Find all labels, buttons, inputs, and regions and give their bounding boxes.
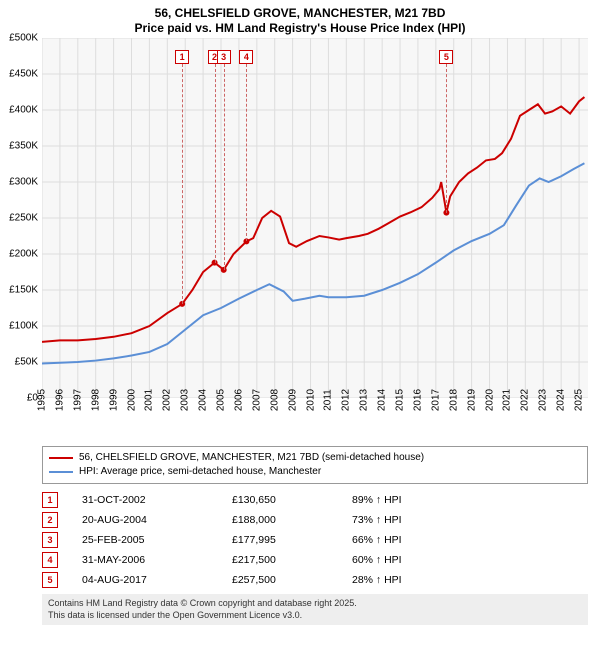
x-tick-label: 2015 [395, 389, 406, 411]
x-tick-label: 2001 [144, 389, 155, 411]
event-line [246, 64, 247, 241]
event-marker: 3 [217, 50, 231, 64]
x-tick-label: 1999 [108, 389, 119, 411]
sale-row: 1 31-OCT-2002£130,65089% ↑ HPI [42, 490, 588, 510]
sale-date: 25-FEB-2005 [82, 534, 232, 546]
x-tick-label: 2022 [520, 389, 531, 411]
y-tick-label: £400K [9, 105, 38, 116]
title-line-1: 56, CHELSFIELD GROVE, MANCHESTER, M21 7B… [8, 6, 592, 21]
sale-hpi: 66% ↑ HPI [352, 534, 588, 546]
x-tick-label: 1996 [54, 389, 65, 411]
y-tick-label: £450K [9, 69, 38, 80]
event-marker: 1 [175, 50, 189, 64]
x-tick-label: 2005 [216, 389, 227, 411]
footer-attribution: Contains HM Land Registry data © Crown c… [42, 594, 588, 625]
sale-marker: 1 [42, 492, 58, 508]
x-tick-label: 2024 [556, 389, 567, 411]
y-tick-label: £50K [15, 357, 38, 368]
chart-title-block: 56, CHELSFIELD GROVE, MANCHESTER, M21 7B… [0, 0, 600, 38]
event-line [224, 64, 225, 270]
x-tick-label: 1998 [90, 389, 101, 411]
sale-date: 31-OCT-2002 [82, 494, 232, 506]
legend-swatch [49, 471, 73, 473]
x-tick-label: 2021 [502, 389, 513, 411]
x-tick-label: 2006 [233, 389, 244, 411]
x-tick-label: 2025 [574, 389, 585, 411]
x-tick-label: 2020 [484, 389, 495, 411]
x-tick-label: 2002 [162, 389, 173, 411]
legend: 56, CHELSFIELD GROVE, MANCHESTER, M21 7B… [42, 446, 588, 484]
event-line [182, 64, 183, 304]
x-tick-label: 2019 [466, 389, 477, 411]
y-tick-label: £150K [9, 285, 38, 296]
footer-line-2: This data is licensed under the Open Gov… [48, 610, 582, 622]
x-tick-label: 2003 [180, 389, 191, 411]
x-tick-label: 2017 [430, 389, 441, 411]
sales-table: 1 31-OCT-2002£130,65089% ↑ HPI 2 20-AUG-200… [42, 490, 588, 590]
plot-area: £0£50K£100K£150K£200K£250K£300K£350K£400… [42, 38, 588, 398]
y-tick-label: £250K [9, 213, 38, 224]
x-tick-label: 2011 [323, 389, 334, 411]
sale-date: 31-MAY-2006 [82, 554, 232, 566]
sale-price: £177,995 [232, 534, 352, 546]
sale-marker: 3 [42, 532, 58, 548]
event-line [446, 64, 447, 213]
sale-row: 2 20-AUG-2004£188,00073% ↑ HPI [42, 510, 588, 530]
sale-row: 5 04-AUG-2017£257,50028% ↑ HPI [42, 570, 588, 590]
x-tick-label: 2009 [287, 389, 298, 411]
sale-price: £257,500 [232, 574, 352, 586]
sale-date: 04-AUG-2017 [82, 574, 232, 586]
footer-line-1: Contains HM Land Registry data © Crown c… [48, 598, 582, 610]
x-tick-label: 2014 [377, 389, 388, 411]
x-tick-label: 2023 [538, 389, 549, 411]
x-tick-label: 2000 [126, 389, 137, 411]
x-tick-label: 2010 [305, 389, 316, 411]
sale-marker: 2 [42, 512, 58, 528]
sale-price: £217,500 [232, 554, 352, 566]
sale-hpi: 89% ↑ HPI [352, 494, 588, 506]
x-tick-label: 2012 [341, 389, 352, 411]
x-tick-label: 2018 [448, 389, 459, 411]
y-tick-label: £200K [9, 249, 38, 260]
x-tick-label: 2016 [412, 389, 423, 411]
legend-label: HPI: Average price, semi-detached house,… [79, 465, 321, 479]
title-line-2: Price paid vs. HM Land Registry's House … [8, 21, 592, 36]
x-tick-label: 2004 [198, 389, 209, 411]
x-axis-ticks: 1995199619971998199920002001200220032004… [42, 398, 588, 442]
sale-marker: 5 [42, 572, 58, 588]
sale-date: 20-AUG-2004 [82, 514, 232, 526]
sale-hpi: 28% ↑ HPI [352, 574, 588, 586]
legend-item: HPI: Average price, semi-detached house,… [49, 465, 581, 479]
x-tick-label: 1995 [37, 389, 48, 411]
sale-row: 3 25-FEB-2005£177,99566% ↑ HPI [42, 530, 588, 550]
sale-price: £130,650 [232, 494, 352, 506]
x-tick-label: 2007 [251, 389, 262, 411]
sale-hpi: 73% ↑ HPI [352, 514, 588, 526]
legend-item: 56, CHELSFIELD GROVE, MANCHESTER, M21 7B… [49, 451, 581, 465]
event-line [215, 64, 216, 263]
event-marker: 5 [439, 50, 453, 64]
chart-container: 56, CHELSFIELD GROVE, MANCHESTER, M21 7B… [0, 0, 600, 625]
y-tick-label: £300K [9, 177, 38, 188]
y-tick-label: £350K [9, 141, 38, 152]
x-tick-label: 2008 [269, 389, 280, 411]
sale-marker: 4 [42, 552, 58, 568]
y-tick-label: £500K [9, 33, 38, 44]
legend-swatch [49, 457, 73, 459]
legend-label: 56, CHELSFIELD GROVE, MANCHESTER, M21 7B… [79, 451, 424, 465]
x-tick-label: 2013 [359, 389, 370, 411]
event-marker: 4 [239, 50, 253, 64]
y-tick-label: £100K [9, 321, 38, 332]
sale-row: 4 31-MAY-2006£217,50060% ↑ HPI [42, 550, 588, 570]
x-tick-label: 1997 [72, 389, 83, 411]
sale-hpi: 60% ↑ HPI [352, 554, 588, 566]
sale-price: £188,000 [232, 514, 352, 526]
